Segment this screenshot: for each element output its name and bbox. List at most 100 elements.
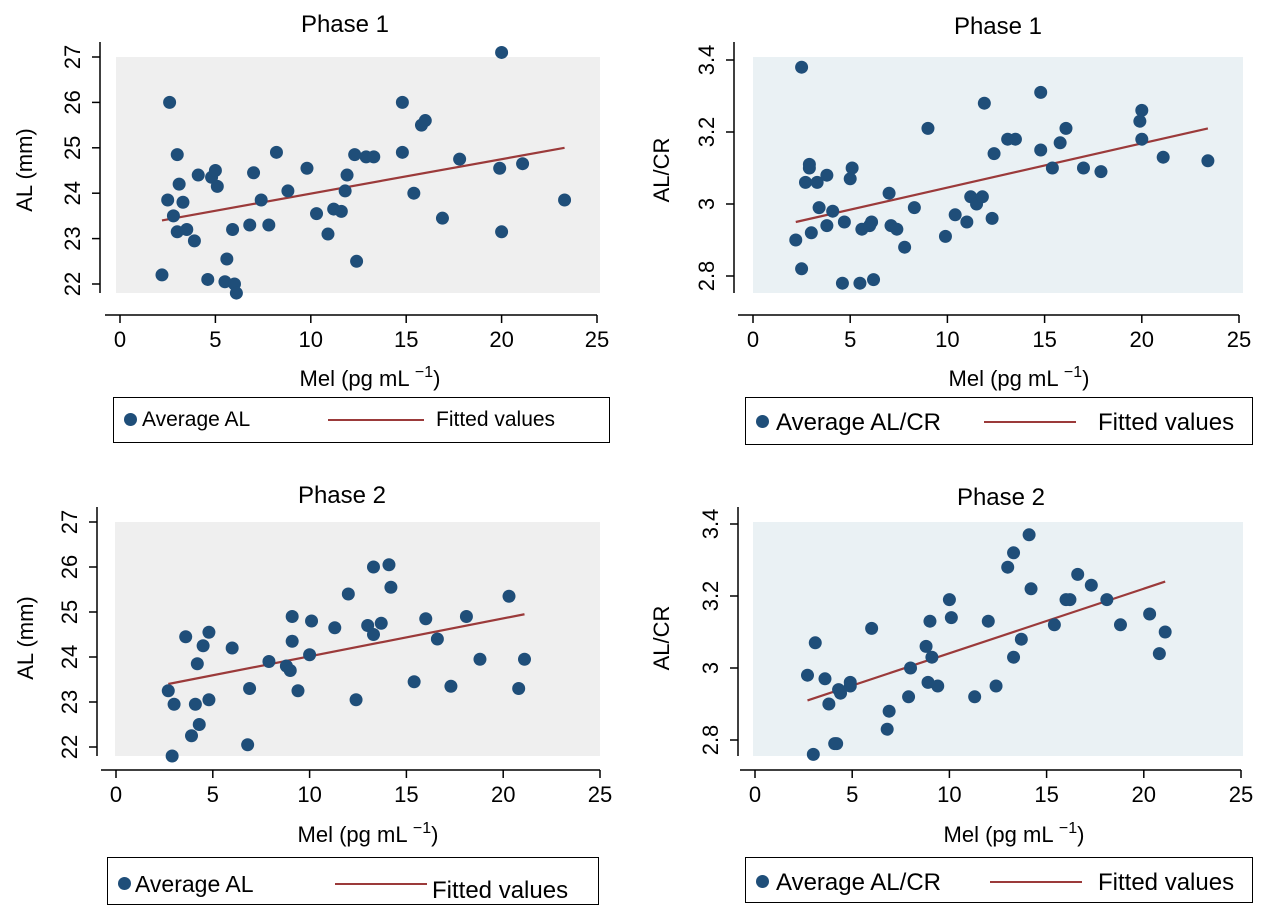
data-point xyxy=(247,166,261,180)
x-tick-label: 25 xyxy=(1229,782,1253,807)
data-point xyxy=(243,218,257,232)
data-point xyxy=(1047,618,1061,632)
data-point xyxy=(303,648,317,662)
data-point xyxy=(907,201,921,215)
data-point xyxy=(1007,650,1021,664)
data-point xyxy=(208,164,222,177)
data-point xyxy=(898,240,912,254)
x-tick-label: 25 xyxy=(585,327,609,352)
data-point xyxy=(407,186,421,200)
data-point xyxy=(1156,150,1170,164)
data-point xyxy=(843,172,857,186)
data-point xyxy=(226,223,240,237)
x-axis-label-superscript: −1 xyxy=(415,364,433,381)
legend-marker-fit-1 xyxy=(328,419,424,421)
data-point xyxy=(495,225,509,239)
x-axis-label-close: ) xyxy=(1077,822,1084,847)
data-point xyxy=(241,738,255,752)
x-tick-label: 15 xyxy=(394,782,418,807)
data-point xyxy=(300,161,314,175)
data-point xyxy=(382,558,396,572)
legend-marker-points-3 xyxy=(118,877,131,890)
data-point xyxy=(1045,161,1059,175)
data-point xyxy=(1071,567,1085,581)
y-tick-label: 2.8 xyxy=(698,725,723,756)
legend-marker-fit-3 xyxy=(335,883,427,885)
data-point xyxy=(229,286,243,300)
x-tick-label: 10 xyxy=(935,327,959,352)
data-point xyxy=(837,215,851,229)
data-point xyxy=(341,587,355,601)
x-tick-label: 5 xyxy=(844,327,856,352)
data-point xyxy=(161,684,175,698)
chart-svg-4: Phase 2 2.8 3 3.2 3.4 AL/CR 0 5 10 15 20 25 Mel (pg … xyxy=(649,484,1253,847)
data-point xyxy=(516,157,530,171)
data-point xyxy=(1076,161,1090,175)
data-point xyxy=(822,697,836,711)
data-point xyxy=(419,612,433,626)
data-point xyxy=(202,625,216,639)
data-point xyxy=(453,152,467,166)
y-tick-label: 27 xyxy=(60,45,85,69)
x-tick-label: 5 xyxy=(207,782,219,807)
y-tick-label: 27 xyxy=(57,510,82,534)
data-point xyxy=(931,679,945,693)
x-tick-label: 10 xyxy=(937,782,961,807)
data-point xyxy=(942,593,956,607)
data-point xyxy=(987,147,1001,161)
chart-panel-2: Phase 1 2.8 3 3.2 3.4 AL/CR 0 5 10 15 20 25 Mel (pg … xyxy=(634,0,1268,452)
x-tick-label: 10 xyxy=(297,782,321,807)
x-tick-label: 15 xyxy=(1032,327,1056,352)
data-point xyxy=(1113,618,1127,632)
data-point xyxy=(880,722,894,736)
data-point xyxy=(167,697,181,711)
y-tick-label: 3.4 xyxy=(694,45,719,76)
data-point xyxy=(798,175,812,189)
data-point xyxy=(517,652,531,666)
chart-title: Phase 2 xyxy=(298,482,386,509)
data-point xyxy=(328,621,342,635)
data-point xyxy=(165,749,179,763)
data-point xyxy=(374,616,388,630)
legend-3: Average AL Fitted values xyxy=(107,857,599,905)
data-point xyxy=(444,679,458,693)
data-point xyxy=(161,193,175,207)
data-point xyxy=(366,628,380,641)
y-tick-label: 22 xyxy=(57,735,82,759)
plot-area xyxy=(115,522,600,756)
data-point xyxy=(820,168,834,182)
y-tick-label: 25 xyxy=(60,136,85,160)
x-axis-label-close: ) xyxy=(433,366,440,391)
data-point xyxy=(512,682,526,695)
chart-svg-3: Phase 2 22 23 24 25 26 27 AL (mm) 0 5 10 15 20 25 Mel … xyxy=(13,482,612,847)
legend-1: Average AL Fitted values xyxy=(113,397,610,443)
data-point xyxy=(804,226,818,240)
x-axis-label-superscript: −1 xyxy=(1064,364,1082,381)
legend-marker-points-1 xyxy=(124,413,137,426)
x-axis-label: Mel (pg mL −1) xyxy=(298,820,439,847)
data-point xyxy=(176,195,190,209)
plot-area xyxy=(753,522,1243,756)
data-point xyxy=(495,45,509,59)
data-point xyxy=(802,157,816,171)
data-point xyxy=(285,634,299,648)
data-point xyxy=(977,96,991,110)
data-point xyxy=(210,179,224,193)
data-point xyxy=(340,168,354,182)
data-point xyxy=(865,215,879,229)
y-tick-label: 24 xyxy=(57,645,82,669)
data-point xyxy=(179,630,193,644)
data-point xyxy=(800,668,814,682)
data-point xyxy=(867,273,881,287)
data-point xyxy=(201,272,215,286)
data-point xyxy=(795,262,809,276)
data-point xyxy=(921,121,935,135)
data-point xyxy=(1014,632,1028,646)
data-point xyxy=(904,661,918,675)
data-point xyxy=(1152,647,1166,661)
legend-label-fit-1: Fitted values xyxy=(436,408,556,431)
y-tick-label: 26 xyxy=(60,90,85,114)
data-point xyxy=(430,632,444,646)
x-tick-label: 10 xyxy=(299,327,323,352)
x-axis-label-main: Mel (pg mL xyxy=(944,822,1059,847)
